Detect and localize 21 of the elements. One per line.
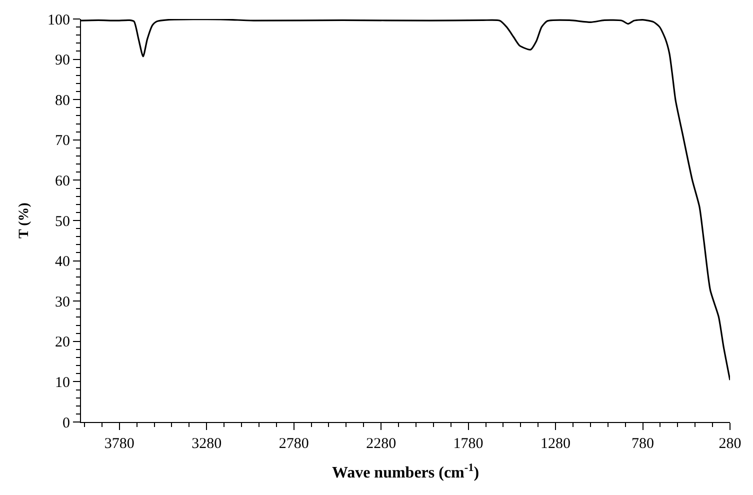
x-tick-label: 280 [718,436,742,452]
y-axis-title: T (%) [17,202,32,238]
x-tick-label: 3280 [192,436,222,452]
y-tick-label: 90 [55,52,70,69]
y-tick-label: 50 [55,214,70,230]
y-tick-label: 10 [55,374,70,391]
y-tick-label: 40 [55,254,70,270]
y-tick-label: 70 [55,133,70,150]
x-axis-title: Wave numbers (cm$^{-1}$) [332,462,480,482]
y-tick-label: 80 [55,92,70,109]
x-tick-label: 1280 [540,436,571,452]
x-tick-label: 2280 [366,436,396,452]
y-tick-label: 60 [55,173,70,190]
y-tick-label: 0 [62,415,70,432]
y-tick-label: 20 [55,334,70,351]
x-tick-label: 780 [632,436,654,452]
x-tick-label: 3780 [104,436,134,452]
x-tick-label: 1780 [453,436,484,452]
y-tick-label: 100 [48,12,70,28]
y-tick-label: 30 [55,294,70,310]
x-tick-label: 2780 [278,436,309,452]
